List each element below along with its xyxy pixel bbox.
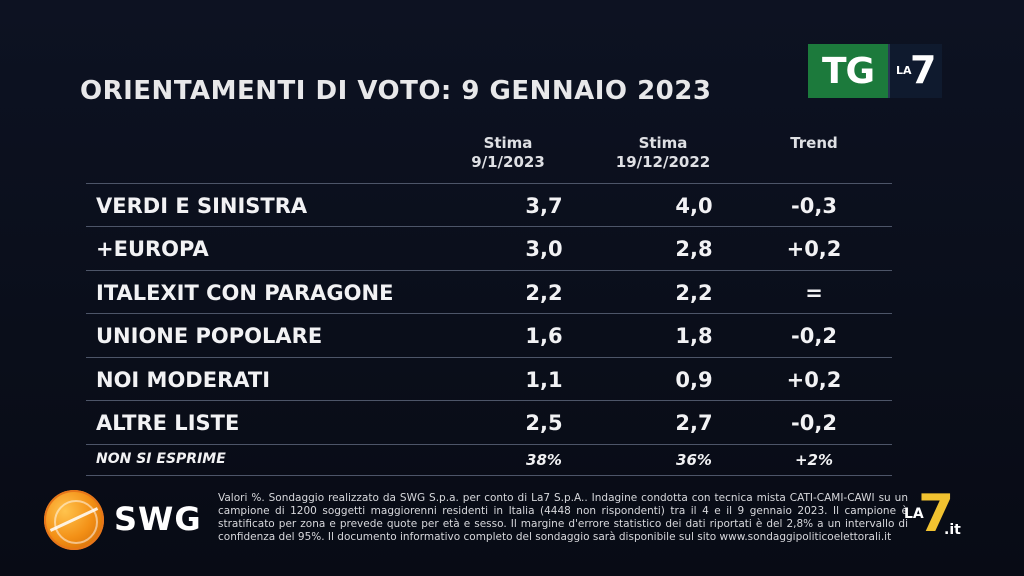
table-row: NOI MODERATI 1,1 0,9 +0,2 bbox=[86, 357, 892, 400]
trend-value: +0,2 bbox=[786, 237, 842, 261]
column-header-line2: 19/12/2022 bbox=[615, 153, 711, 171]
trend-value: -0,3 bbox=[791, 194, 837, 218]
column-header-stima-now: Stima 9/1/2023 bbox=[448, 134, 568, 172]
table-row: ALTRE LISTE 2,5 2,7 -0,2 bbox=[86, 400, 892, 443]
corner-logo-seven: 7 bbox=[918, 484, 955, 544]
trend-value: -0,2 bbox=[791, 411, 837, 435]
stima-prev-value: 4,0 bbox=[675, 194, 713, 218]
column-header-line1: Trend bbox=[790, 134, 838, 152]
swg-logo-text: SWG bbox=[114, 500, 202, 538]
la7-logo-la: LA bbox=[896, 64, 912, 77]
party-label: +EUROPA bbox=[96, 237, 209, 261]
party-label: NON SI ESPRIME bbox=[96, 451, 226, 467]
tg-la7-logo: TG LA 7 bbox=[808, 44, 942, 98]
stima-now-value: 2,5 bbox=[525, 411, 563, 435]
table-row-non-si-esprime: NON SI ESPRIME 38% 36% +2% bbox=[86, 444, 892, 475]
stima-now-value: 2,2 bbox=[525, 281, 563, 305]
page-title: ORIENTAMENTI DI VOTO: 9 GENNAIO 2023 bbox=[80, 76, 712, 106]
stima-now-value: 1,6 bbox=[525, 324, 563, 348]
la7-logo-seven: 7 bbox=[910, 48, 937, 92]
column-header-line1: Stima bbox=[483, 134, 533, 152]
stima-prev-value: 36% bbox=[676, 451, 712, 469]
party-label: NOI MODERATI bbox=[96, 368, 271, 392]
stima-prev-value: 2,8 bbox=[675, 237, 713, 261]
table-row: UNIONE POPOLARE 1,6 1,8 -0,2 bbox=[86, 313, 892, 356]
column-header-stima-prev: Stima 19/12/2022 bbox=[598, 134, 728, 172]
column-header-line2: 9/1/2023 bbox=[471, 153, 545, 171]
la7-logo: LA 7 bbox=[888, 44, 942, 98]
trend-value: +2% bbox=[794, 451, 834, 469]
swg-globe-icon bbox=[44, 490, 104, 550]
table-row: +EUROPA 3,0 2,8 +0,2 bbox=[86, 226, 892, 269]
corner-logo-it: .it bbox=[944, 522, 961, 538]
stima-prev-value: 1,8 bbox=[675, 324, 713, 348]
corner-logo-la: LA bbox=[904, 506, 924, 522]
party-label: ALTRE LISTE bbox=[96, 411, 240, 435]
stima-prev-value: 2,2 bbox=[675, 281, 713, 305]
party-label: VERDI E SINISTRA bbox=[96, 194, 308, 218]
stima-now-value: 3,0 bbox=[525, 237, 563, 261]
stima-prev-value: 2,7 bbox=[675, 411, 713, 435]
swg-logo: SWG bbox=[44, 488, 204, 552]
methodology-note: Valori %. Sondaggio realizzato da SWG S.… bbox=[218, 492, 908, 543]
party-label: ITALEXIT CON PARAGONE bbox=[96, 281, 394, 305]
trend-value: -0,2 bbox=[791, 324, 837, 348]
la7-it-corner-logo: 7 LA .it bbox=[904, 484, 968, 544]
table-row: ITALEXIT CON PARAGONE 2,2 2,2 = bbox=[86, 270, 892, 313]
stima-now-value: 3,7 bbox=[525, 194, 563, 218]
tg-logo-text: TG bbox=[808, 44, 888, 98]
party-label: UNIONE POPOLARE bbox=[96, 324, 323, 348]
trend-value: +0,2 bbox=[786, 368, 842, 392]
column-header-line1: Stima bbox=[638, 134, 688, 152]
stima-now-value: 38% bbox=[526, 451, 562, 469]
table-bottom-divider bbox=[86, 475, 892, 476]
table-row: VERDI E SINISTRA 3,7 4,0 -0,3 bbox=[86, 183, 892, 226]
column-header-trend: Trend bbox=[754, 134, 874, 153]
stima-now-value: 1,1 bbox=[525, 368, 563, 392]
stima-prev-value: 0,9 bbox=[675, 368, 713, 392]
trend-value: = bbox=[805, 281, 823, 305]
